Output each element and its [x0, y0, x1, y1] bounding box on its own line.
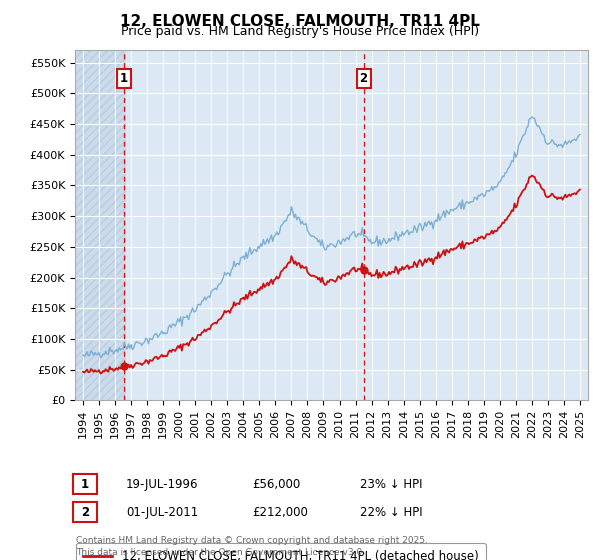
Text: 1: 1 — [119, 72, 128, 85]
Text: 2: 2 — [81, 506, 89, 519]
Text: Price paid vs. HM Land Registry's House Price Index (HPI): Price paid vs. HM Land Registry's House … — [121, 25, 479, 38]
Bar — [75, 50, 127, 400]
Text: 22% ↓ HPI: 22% ↓ HPI — [360, 506, 422, 519]
Text: 01-JUL-2011: 01-JUL-2011 — [126, 506, 198, 519]
Text: 12, ELOWEN CLOSE, FALMOUTH, TR11 4PL: 12, ELOWEN CLOSE, FALMOUTH, TR11 4PL — [120, 14, 480, 29]
Text: Contains HM Land Registry data © Crown copyright and database right 2025.
This d: Contains HM Land Registry data © Crown c… — [76, 536, 428, 557]
Text: 2: 2 — [359, 72, 368, 85]
Text: 19-JUL-1996: 19-JUL-1996 — [126, 478, 199, 491]
Text: 1: 1 — [81, 478, 89, 491]
Text: £212,000: £212,000 — [252, 506, 308, 519]
Legend: 12, ELOWEN CLOSE, FALMOUTH, TR11 4PL (detached house), HPI: Average price, detac: 12, ELOWEN CLOSE, FALMOUTH, TR11 4PL (de… — [76, 543, 485, 560]
Text: 23% ↓ HPI: 23% ↓ HPI — [360, 478, 422, 491]
Text: £56,000: £56,000 — [252, 478, 300, 491]
